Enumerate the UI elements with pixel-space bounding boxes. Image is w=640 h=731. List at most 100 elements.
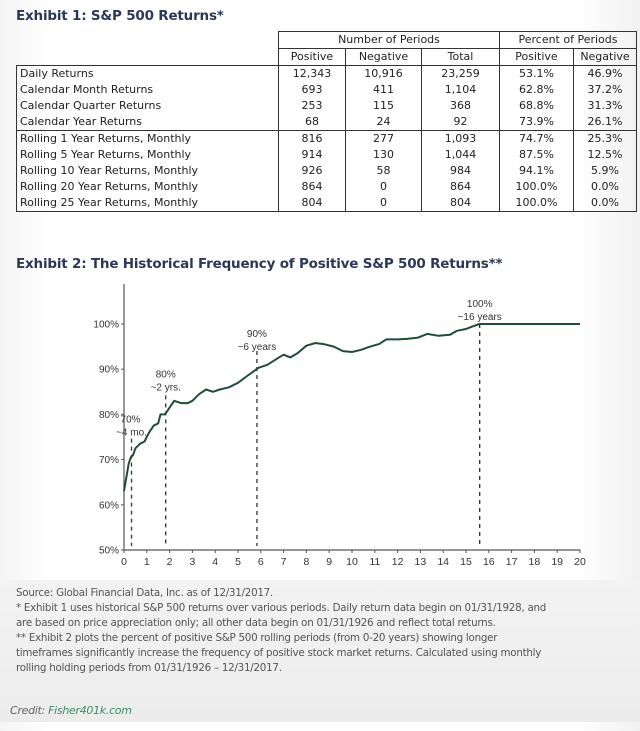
y-tick-label: 90%: [99, 365, 119, 376]
exhibit2-title: Exhibit 2: The Historical Frequency of P…: [16, 256, 503, 272]
x-tick-label: 17: [506, 556, 518, 568]
table-row: Daily Returns 12,343 10,916 23,259 53.1% 46.9…: [16, 65, 637, 82]
footnote-line: ** Exhibit 2 plots the percent of positi…: [16, 632, 498, 644]
x-tick-label: 15: [460, 556, 472, 568]
y-tick-label: 50%: [99, 546, 119, 557]
frequency-chart: 50%60%70%80%90%100%0 1 2 3 4 5 6 7 8 9 10 11 12 13 14 1…: [93, 284, 586, 568]
x-tick-label: 19: [551, 556, 563, 568]
credit-line: Credit: Fisher401k.com: [10, 704, 132, 717]
table-body: Daily Returns 12,343 10,916 23,259 53.1% 46.9…: [16, 65, 637, 212]
table-row: Rolling 10 Year Returns, Monthly 926 58 984…: [16, 163, 637, 179]
credit-label: Credit:: [10, 704, 49, 717]
row-label: Calendar Month Returns: [16, 82, 279, 98]
table-row: Rolling 1 Year Returns, Monthly 816 277 1,0…: [16, 130, 637, 147]
table-cell: 804: [278, 195, 346, 212]
x-tick-label: 4: [212, 556, 218, 568]
returns-table: Number of Periods Percent of Periods Pos…: [16, 31, 637, 212]
annotation-percent: 70%: [121, 415, 141, 426]
x-tick-label: 18: [529, 556, 541, 568]
row-label: Daily Returns: [16, 65, 279, 82]
table-cell: 0: [345, 195, 422, 212]
x-tick-label: 6: [258, 556, 264, 568]
group-header-percent: Percent of Periods: [499, 31, 637, 49]
footnote-line: are based on price appreciation only; al…: [16, 617, 496, 629]
table-cell: 253: [278, 98, 346, 114]
blank-cell: [17, 49, 279, 66]
y-tick-label: 80%: [99, 410, 119, 421]
table-cell: 864: [421, 179, 500, 195]
table-cell: 5.9%: [573, 163, 637, 179]
row-label: Rolling 20 Year Returns, Monthly: [16, 179, 279, 195]
row-label: Rolling 25 Year Returns, Monthly: [16, 195, 279, 212]
table-column-header-row: Positive Negative Total Positive Negativ…: [17, 48, 637, 66]
column-header: Total: [421, 48, 500, 66]
table-cell: 87.5%: [499, 147, 574, 163]
table-cell: 24: [345, 114, 422, 131]
x-tick-label: 10: [346, 556, 358, 568]
table-cell: 984: [421, 163, 500, 179]
credit-link[interactable]: Fisher401k.com: [48, 704, 132, 717]
notes-panel: Source: Global Financial Data, Inc. as o…: [0, 580, 640, 722]
x-tick-label: 1: [144, 556, 150, 568]
table-cell: 26.1%: [573, 114, 637, 131]
annotation-percent: 80%: [156, 369, 176, 380]
table-cell: 23,259: [421, 65, 500, 82]
table-cell: 115: [345, 98, 422, 114]
table-cell: 368: [421, 98, 500, 114]
table-cell: 1,104: [421, 82, 500, 98]
table-cell: 12.5%: [573, 147, 637, 163]
exhibit1-title: Exhibit 1: S&P 500 Returns*: [16, 8, 224, 24]
table-cell: 37.2%: [573, 82, 637, 98]
x-tick-label: 13: [415, 556, 427, 568]
x-tick-label: 3: [189, 556, 195, 568]
row-label: Calendar Year Returns: [16, 114, 279, 131]
table-cell: 25.3%: [573, 130, 637, 147]
table-row: Calendar Quarter Returns 253 115 368 68.8% 31…: [16, 98, 637, 114]
table-row: Rolling 5 Year Returns, Monthly 914 130 1,0…: [16, 147, 637, 163]
column-header: Positive: [278, 48, 346, 66]
table-cell: 1,093: [421, 130, 500, 147]
table-cell: 10,916: [345, 65, 422, 82]
column-header: Negative: [345, 48, 422, 66]
table-cell: 816: [278, 130, 346, 147]
footnote-line: * Exhibit 1 uses historical S&P 500 retu…: [16, 602, 547, 614]
table-cell: 0.0%: [573, 195, 637, 212]
y-tick-label: 70%: [99, 455, 119, 466]
table-cell: 74.7%: [499, 130, 574, 147]
row-label: Rolling 1 Year Returns, Monthly: [16, 130, 279, 147]
column-header: Negative: [573, 48, 637, 66]
table-cell: 62.8%: [499, 82, 574, 98]
series-line: [123, 323, 580, 492]
x-tick-label: 7: [281, 556, 287, 568]
table-cell: 68.8%: [499, 98, 574, 114]
annotation-percent: 100%: [467, 299, 493, 310]
x-tick-label: 0: [121, 556, 127, 568]
table-cell: 804: [421, 195, 500, 212]
source-note: Source: Global Financial Data, Inc. as o…: [16, 587, 274, 599]
blank-cell: [17, 32, 279, 49]
table-cell: 31.3%: [573, 98, 637, 114]
y-tick-label: 100%: [93, 320, 119, 331]
x-tick-label: 16: [483, 556, 495, 568]
x-tick-label: 12: [392, 556, 404, 568]
table-row: Rolling 20 Year Returns, Monthly 864 0 864 1…: [16, 179, 637, 195]
footnote-line: rolling holding periods from 01/31/1926 …: [16, 662, 282, 674]
table-cell: 864: [278, 179, 346, 195]
x-tick-label: 11: [369, 556, 380, 568]
table-cell: 0.0%: [573, 179, 637, 195]
table-group-header-row: Number of Periods Percent of Periods: [17, 31, 637, 49]
x-tick-label: 9: [326, 556, 332, 568]
table-cell: 100.0%: [499, 195, 574, 212]
table-cell: 58: [345, 163, 422, 179]
table-cell: 914: [278, 147, 346, 163]
table-cell: 0: [345, 179, 422, 195]
row-label: Rolling 5 Year Returns, Monthly: [16, 147, 279, 163]
row-label: Rolling 10 Year Returns, Monthly: [16, 163, 279, 179]
x-tick-label: 5: [235, 556, 241, 568]
annotation-period: ~16 years: [458, 312, 502, 323]
table-cell: 277: [345, 130, 422, 147]
table-cell: 92: [421, 114, 500, 131]
column-header: Positive: [499, 48, 574, 66]
table-cell: 1,044: [421, 147, 500, 163]
table-cell: 12,343: [278, 65, 346, 82]
